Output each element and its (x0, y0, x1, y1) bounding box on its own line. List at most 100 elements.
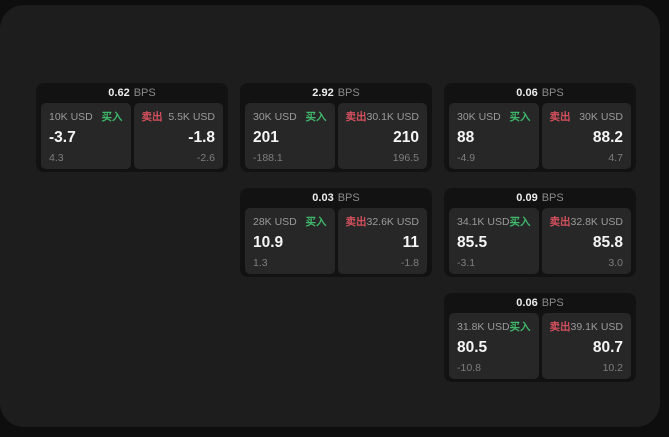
sell-amount-label: 30.1K USD (366, 111, 420, 123)
sell-panel-top: 卖出 30K USD (550, 109, 624, 124)
buy-panel-top: 31.8K USD 买入 (457, 319, 531, 334)
card-bps-header: 0.03 BPS (240, 188, 432, 208)
sell-price-value: 85.8 (592, 234, 623, 252)
buy-panel-top: 28K USD 买入 (253, 214, 327, 229)
buy-price-value: 201 (253, 129, 279, 147)
bps-value: 2.92 (312, 87, 334, 99)
bps-value: 0.06 (516, 87, 538, 99)
buy-amount-label: 28K USD (253, 216, 297, 228)
buy-delta-value: -188.1 (253, 152, 283, 164)
buy-quote-panel[interactable]: 10K USD 买入 -3.7 4.3 (41, 103, 131, 169)
sell-panel-top: 卖出 30.1K USD (346, 109, 420, 124)
quote-card: 0.06 BPS 30K USD 买入 88 -4.9 卖出 30K USD 8… (444, 83, 636, 172)
card-body: 10K USD 买入 -3.7 4.3 卖出 5.5K USD -1.8 -2.… (36, 103, 228, 169)
sell-amount-label: 5.5K USD (168, 111, 215, 123)
bps-value: 0.09 (516, 192, 538, 204)
quote-card: 0.03 BPS 28K USD 买入 10.9 1.3 卖出 32.6K US… (240, 188, 432, 277)
buy-side-label: 买入 (305, 216, 327, 228)
buy-side-label: 买入 (101, 111, 123, 123)
sell-price-value: 210 (393, 129, 419, 147)
buy-price-value: 80.5 (457, 339, 488, 357)
sell-delta-value: 3.0 (608, 257, 623, 269)
buy-side-label: 买入 (509, 216, 531, 228)
quote-card: 2.92 BPS 30K USD 买入 201 -188.1 卖出 30.1K … (240, 83, 432, 172)
sell-quote-panel[interactable]: 卖出 32.6K USD 11 -1.8 (337, 208, 427, 274)
sell-panel-top: 卖出 39.1K USD (550, 319, 624, 334)
buy-panel-top: 10K USD 买入 (49, 109, 123, 124)
sell-side-label: 卖出 (345, 111, 367, 123)
bps-unit-label: BPS (337, 192, 360, 204)
sell-panel-top: 卖出 5.5K USD (142, 109, 216, 124)
card-body: 31.8K USD 买入 80.5 -10.8 卖出 39.1K USD 80.… (444, 313, 636, 379)
sell-delta-value: -1.8 (400, 257, 419, 269)
card-bps-header: 2.92 BPS (240, 83, 432, 103)
sell-quote-panel[interactable]: 卖出 39.1K USD 80.7 10.2 (541, 313, 631, 379)
sell-side-label: 卖出 (549, 216, 571, 228)
sell-quote-panel[interactable]: 卖出 30K USD 88.2 4.7 (541, 103, 631, 169)
card-body: 30K USD 买入 88 -4.9 卖出 30K USD 88.2 4.7 (444, 103, 636, 169)
bps-value: 0.62 (108, 87, 130, 99)
buy-delta-value: 1.3 (253, 257, 268, 269)
bps-unit-label: BPS (541, 192, 564, 204)
card-body: 34.1K USD 买入 85.5 -3.1 卖出 32.8K USD 85.8… (444, 208, 636, 274)
sell-delta-value: 10.2 (602, 362, 623, 374)
bps-unit-label: BPS (133, 87, 156, 99)
bps-unit-label: BPS (541, 297, 564, 309)
card-bps-header: 0.06 BPS (444, 293, 636, 313)
buy-amount-label: 30K USD (457, 111, 501, 123)
sell-delta-value: 4.7 (608, 152, 623, 164)
bps-value: 0.03 (312, 192, 334, 204)
buy-price-value: -3.7 (49, 129, 76, 147)
card-body: 28K USD 买入 10.9 1.3 卖出 32.6K USD 11 -1.8 (240, 208, 432, 274)
quote-card: 0.09 BPS 34.1K USD 买入 85.5 -3.1 卖出 32.8K… (444, 188, 636, 277)
buy-panel-top: 34.1K USD 买入 (457, 214, 531, 229)
sell-amount-label: 30K USD (579, 111, 623, 123)
buy-delta-value: -4.9 (457, 152, 476, 164)
card-bps-header: 0.62 BPS (36, 83, 228, 103)
card-bps-header: 0.09 BPS (444, 188, 636, 208)
sell-side-label: 卖出 (549, 321, 571, 333)
card-body: 30K USD 买入 201 -188.1 卖出 30.1K USD 210 1… (240, 103, 432, 169)
sell-price-value: 88.2 (592, 129, 623, 147)
buy-price-value: 88 (457, 129, 475, 147)
buy-panel-top: 30K USD 买入 (457, 109, 531, 124)
buy-price-value: 85.5 (457, 234, 488, 252)
buy-panel-top: 30K USD 买入 (253, 109, 327, 124)
sell-side-label: 卖出 (345, 216, 367, 228)
bps-unit-label: BPS (541, 87, 564, 99)
sell-quote-panel[interactable]: 卖出 32.8K USD 85.8 3.0 (541, 208, 631, 274)
sell-side-label: 卖出 (141, 111, 163, 123)
buy-quote-panel[interactable]: 30K USD 买入 201 -188.1 (245, 103, 335, 169)
sell-side-label: 卖出 (549, 111, 571, 123)
quote-card: 0.62 BPS 10K USD 买入 -3.7 4.3 卖出 5.5K USD… (36, 83, 228, 172)
buy-price-value: 10.9 (253, 234, 284, 252)
buy-side-label: 买入 (509, 321, 531, 333)
sell-price-value: -1.8 (188, 129, 215, 147)
buy-quote-panel[interactable]: 30K USD 买入 88 -4.9 (449, 103, 539, 169)
buy-quote-panel[interactable]: 34.1K USD 买入 85.5 -3.1 (449, 208, 539, 274)
buy-amount-label: 34.1K USD (457, 216, 510, 228)
sell-amount-label: 32.6K USD (366, 216, 420, 228)
buy-quote-panel[interactable]: 28K USD 买入 10.9 1.3 (245, 208, 335, 274)
sell-amount-label: 39.1K USD (570, 321, 624, 333)
buy-side-label: 买入 (305, 111, 327, 123)
card-bps-header: 0.06 BPS (444, 83, 636, 103)
bps-value: 0.06 (516, 297, 538, 309)
buy-delta-value: -10.8 (457, 362, 481, 374)
sell-panel-top: 卖出 32.6K USD (346, 214, 420, 229)
sell-price-value: 80.7 (592, 339, 623, 357)
sell-amount-label: 32.8K USD (570, 216, 624, 228)
sell-quote-panel[interactable]: 卖出 30.1K USD 210 196.5 (337, 103, 427, 169)
cards-grid: 0.62 BPS 10K USD 买入 -3.7 4.3 卖出 5.5K USD… (36, 83, 636, 383)
quote-card: 0.06 BPS 31.8K USD 买入 80.5 -10.8 卖出 39.1… (444, 293, 636, 382)
buy-amount-label: 31.8K USD (457, 321, 510, 333)
sell-panel-top: 卖出 32.8K USD (550, 214, 624, 229)
sell-price-value: 11 (402, 234, 419, 252)
buy-quote-panel[interactable]: 31.8K USD 买入 80.5 -10.8 (449, 313, 539, 379)
sell-delta-value: 196.5 (392, 152, 419, 164)
bps-unit-label: BPS (337, 87, 360, 99)
buy-delta-value: -3.1 (457, 257, 476, 269)
buy-amount-label: 30K USD (253, 111, 297, 123)
sell-quote-panel[interactable]: 卖出 5.5K USD -1.8 -2.6 (133, 103, 223, 169)
buy-side-label: 买入 (509, 111, 531, 123)
